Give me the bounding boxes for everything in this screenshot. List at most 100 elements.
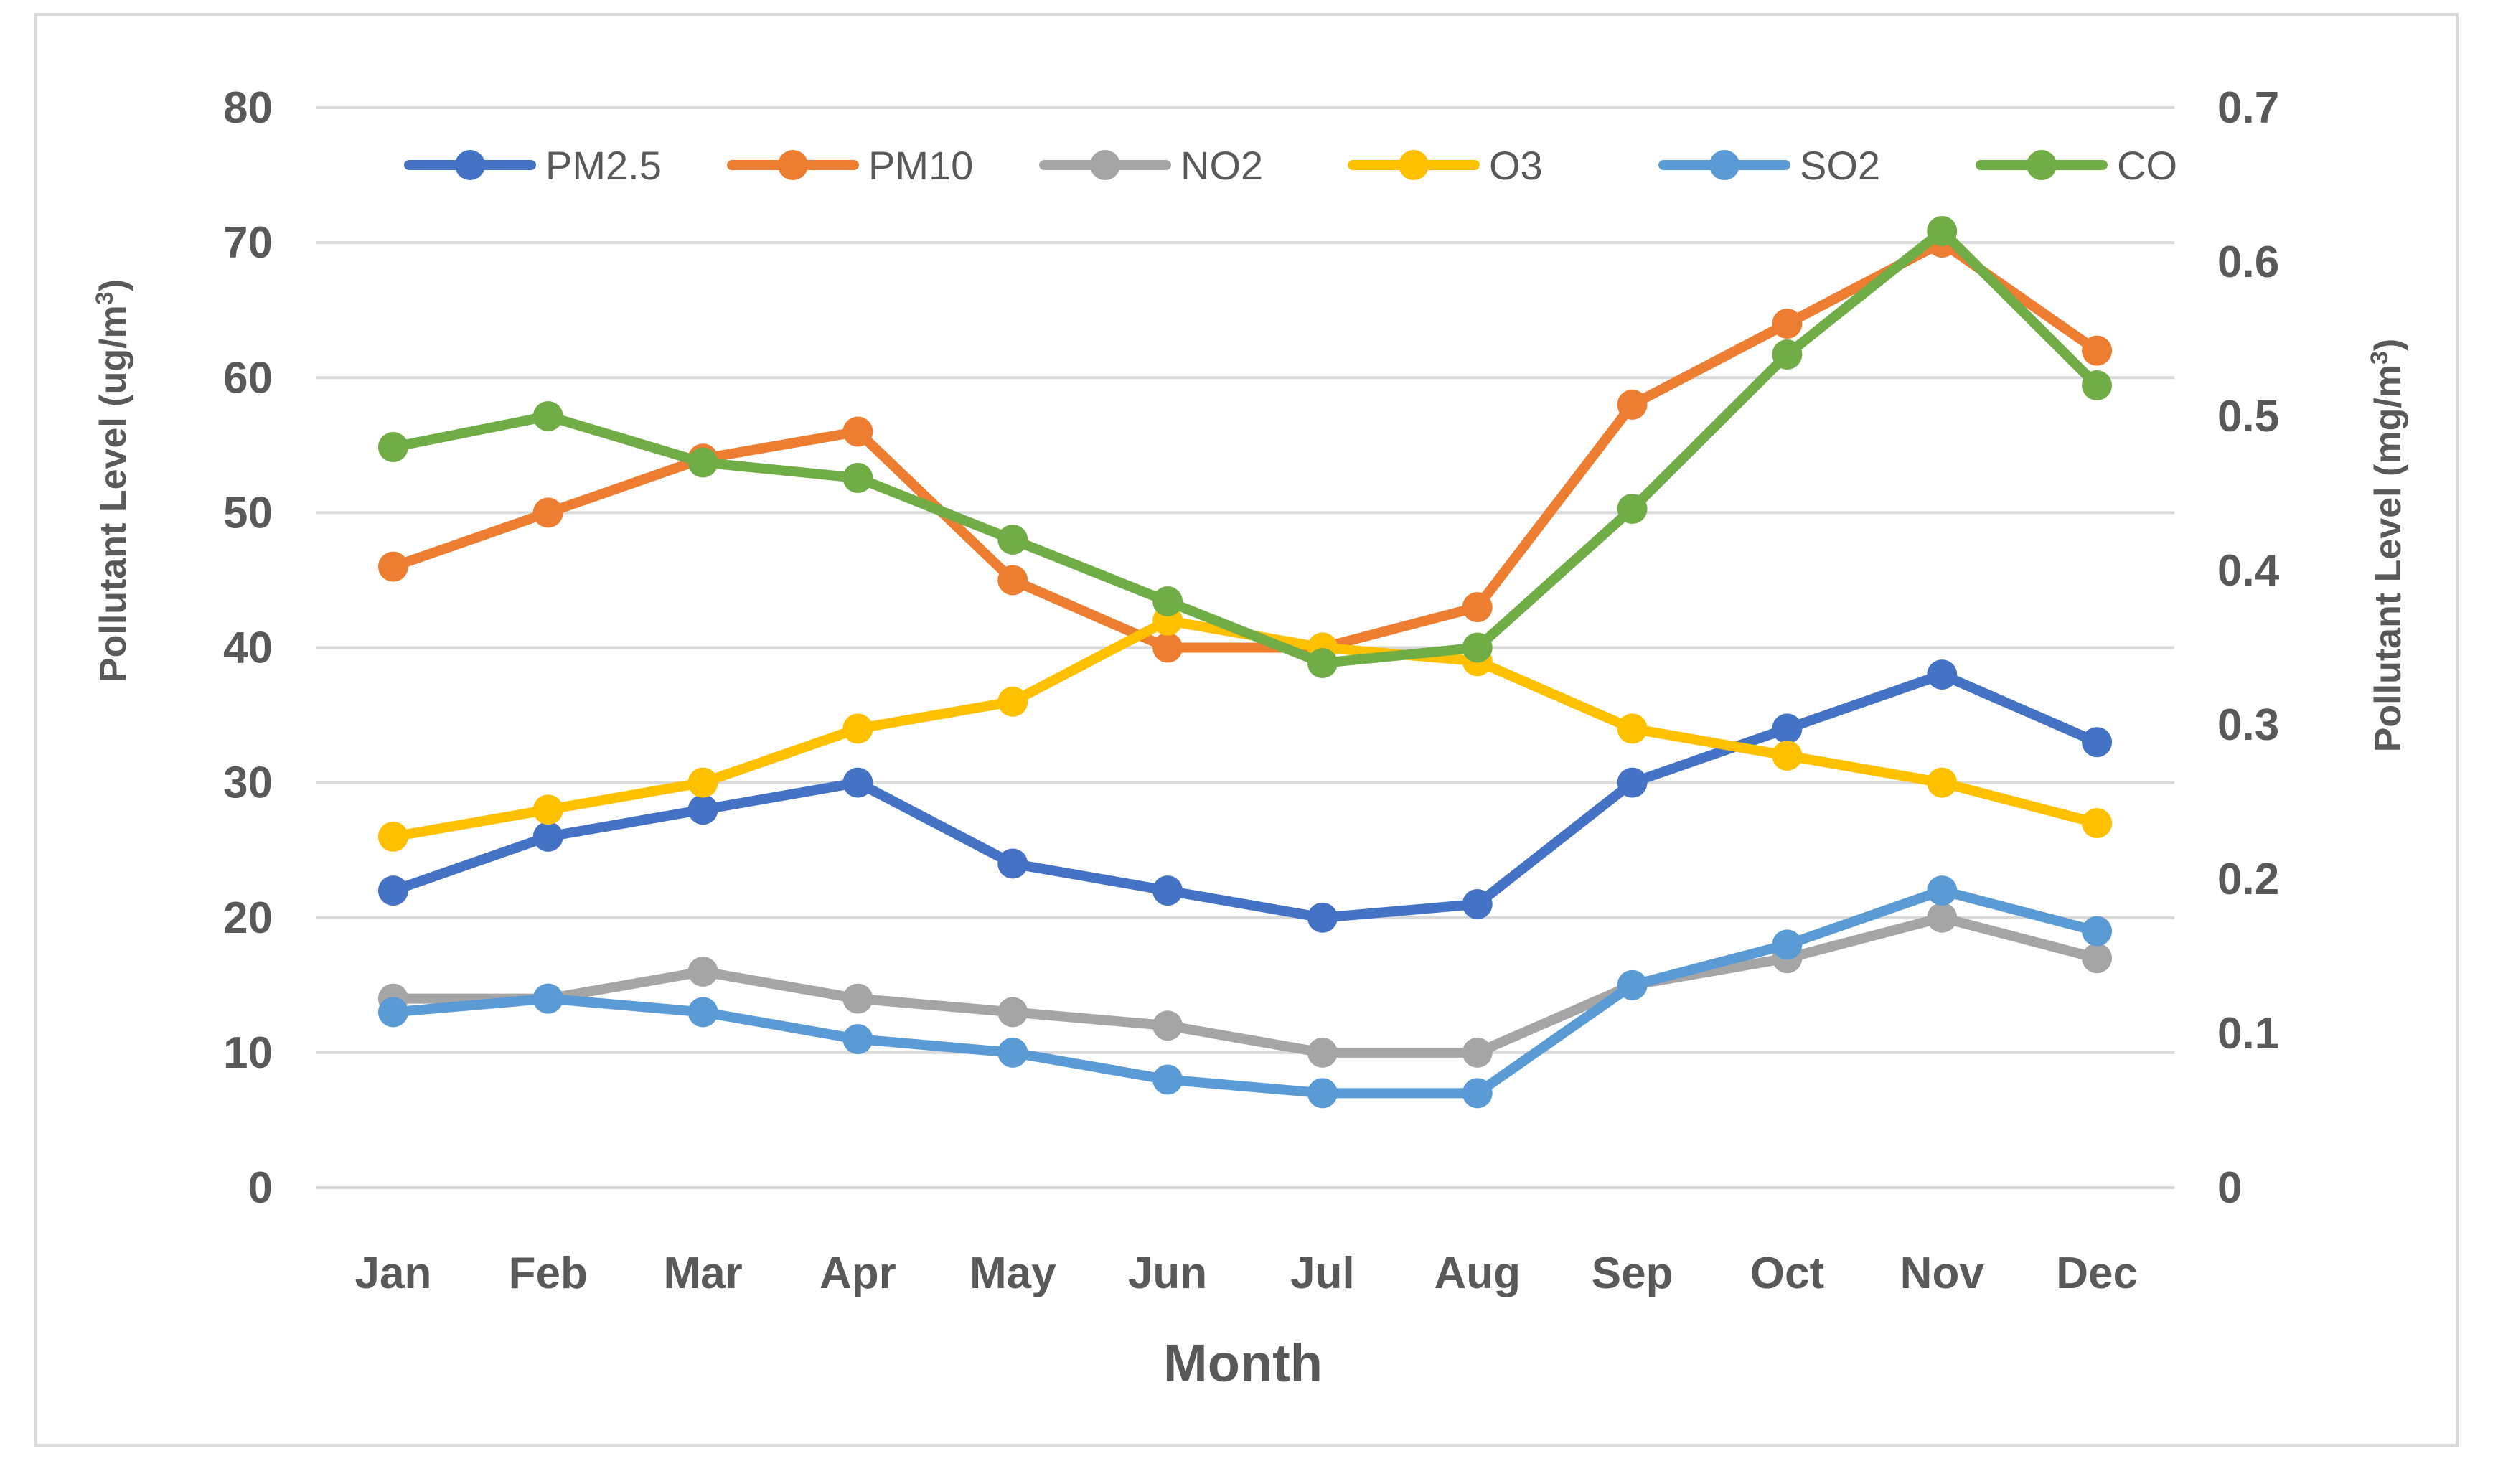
data-point bbox=[377, 551, 408, 582]
x-tick-label: Mar bbox=[663, 1249, 742, 1298]
data-point bbox=[377, 821, 408, 852]
data-point bbox=[377, 875, 408, 906]
legend-marker bbox=[455, 150, 485, 180]
series-o3 bbox=[377, 605, 2113, 852]
x-tick-label: Sep bbox=[1592, 1249, 1673, 1298]
data-point bbox=[2082, 808, 2113, 839]
right-axis-title: Pollutant Level (mg/m3) bbox=[2366, 339, 2409, 753]
data-point bbox=[2082, 335, 2113, 366]
data-point bbox=[997, 1037, 1028, 1068]
legend-label: CO bbox=[2117, 143, 2177, 188]
legend-marker bbox=[1090, 150, 1120, 180]
right-tick-label: 0.4 bbox=[2217, 546, 2280, 596]
left-tick-label: 80 bbox=[223, 83, 273, 133]
legend-label: NO2 bbox=[1180, 143, 1263, 188]
legend-marker bbox=[1709, 150, 1739, 180]
right-tick-label: 0.6 bbox=[2217, 238, 2279, 287]
data-point bbox=[842, 983, 873, 1014]
series-so2 bbox=[377, 875, 2113, 1109]
left-tick-label: 20 bbox=[223, 893, 273, 943]
data-point bbox=[1152, 632, 1183, 663]
x-tick-label: Oct bbox=[1750, 1249, 1824, 1298]
data-point bbox=[1772, 309, 1803, 339]
legend-marker bbox=[778, 150, 808, 180]
data-point bbox=[1927, 902, 1958, 933]
x-axis-ticks: Jan Feb Mar Apr May Jun Jul Aug Sep Oct Nov Dec bbox=[354, 1249, 2137, 1298]
data-point bbox=[1772, 929, 1803, 960]
x-tick-label: Jul bbox=[1290, 1249, 1355, 1298]
data-point bbox=[1462, 632, 1493, 663]
right-tick-label: 0.7 bbox=[2217, 83, 2279, 133]
data-point bbox=[997, 997, 1028, 1028]
left-axis-title-close: ) bbox=[93, 279, 134, 291]
left-tick-label: 40 bbox=[223, 624, 273, 673]
chart-frame bbox=[34, 13, 2459, 1447]
data-point bbox=[842, 713, 873, 744]
legend-label: PM10 bbox=[868, 143, 973, 188]
right-tick-label: 0.5 bbox=[2217, 392, 2279, 441]
data-point bbox=[1152, 875, 1183, 906]
legend-label: SO2 bbox=[1800, 143, 1880, 188]
data-point bbox=[1152, 586, 1183, 616]
data-point bbox=[1927, 767, 1958, 798]
data-point bbox=[532, 821, 563, 852]
left-tick-label: 0 bbox=[248, 1163, 273, 1213]
data-point bbox=[1307, 1037, 1338, 1068]
series-line bbox=[388, 912, 2103, 1058]
legend: PM2.5 PM10 NO2 O3 SO2 CO bbox=[404, 143, 2177, 188]
x-tick-label: Jan bbox=[354, 1249, 431, 1298]
data-point bbox=[997, 525, 1028, 555]
data-point bbox=[1462, 888, 1493, 919]
data-point bbox=[1927, 216, 1958, 246]
x-tick-label: Feb bbox=[509, 1249, 588, 1298]
data-point bbox=[997, 565, 1028, 596]
data-point bbox=[1772, 741, 1803, 771]
x-tick-label: Aug bbox=[1434, 1249, 1521, 1298]
gridlines bbox=[316, 106, 2174, 1189]
legend-marker bbox=[1399, 150, 1429, 180]
left-axis-title-sup: 3 bbox=[91, 291, 118, 305]
series-pm2-5 bbox=[377, 659, 2113, 933]
x-axis-title: Month bbox=[1163, 1333, 1323, 1393]
right-axis-title-close: ) bbox=[2367, 339, 2409, 351]
left-axis-title: Pollutant Level (ug/m3) bbox=[91, 279, 134, 682]
legend-item: PM2.5 bbox=[404, 143, 662, 188]
legend-item: O3 bbox=[1348, 143, 1543, 188]
data-point bbox=[687, 957, 718, 987]
data-point bbox=[1152, 1064, 1183, 1095]
data-point bbox=[532, 983, 563, 1014]
data-point bbox=[687, 794, 718, 825]
left-tick-label: 70 bbox=[223, 218, 273, 268]
left-axis-title-main: Pollutant Level (ug/m bbox=[93, 305, 134, 682]
data-point bbox=[2082, 943, 2113, 974]
data-point bbox=[1152, 1010, 1183, 1041]
x-tick-label: May bbox=[969, 1249, 1056, 1298]
data-point bbox=[1927, 659, 1958, 690]
data-point bbox=[1462, 1037, 1493, 1068]
series-layer bbox=[377, 216, 2113, 1109]
data-point bbox=[2082, 727, 2113, 758]
left-tick-label: 50 bbox=[223, 488, 273, 537]
data-point bbox=[1462, 1078, 1493, 1109]
data-point bbox=[532, 794, 563, 825]
series-co bbox=[377, 216, 2113, 678]
right-axis-ticks: 0 0.1 0.2 0.3 0.4 0.5 0.6 0.7 bbox=[2217, 83, 2280, 1213]
data-point bbox=[532, 401, 563, 431]
left-tick-label: 30 bbox=[223, 759, 273, 808]
data-point bbox=[997, 686, 1028, 717]
data-point bbox=[1927, 875, 1958, 906]
data-point bbox=[1617, 494, 1648, 524]
right-axis-title-sup: 3 bbox=[2366, 351, 2393, 365]
right-tick-label: 0.2 bbox=[2217, 855, 2279, 904]
data-point bbox=[1307, 648, 1338, 678]
series-line bbox=[388, 226, 2103, 668]
data-point bbox=[2082, 916, 2113, 947]
x-tick-label: Jun bbox=[1128, 1249, 1207, 1298]
data-point bbox=[1462, 592, 1493, 623]
data-point bbox=[842, 416, 873, 447]
data-point bbox=[997, 848, 1028, 879]
x-tick-label: Dec bbox=[2056, 1249, 2138, 1298]
legend-item: PM10 bbox=[727, 143, 973, 188]
legend-marker bbox=[2027, 150, 2057, 180]
right-tick-label: 0 bbox=[2217, 1163, 2242, 1213]
